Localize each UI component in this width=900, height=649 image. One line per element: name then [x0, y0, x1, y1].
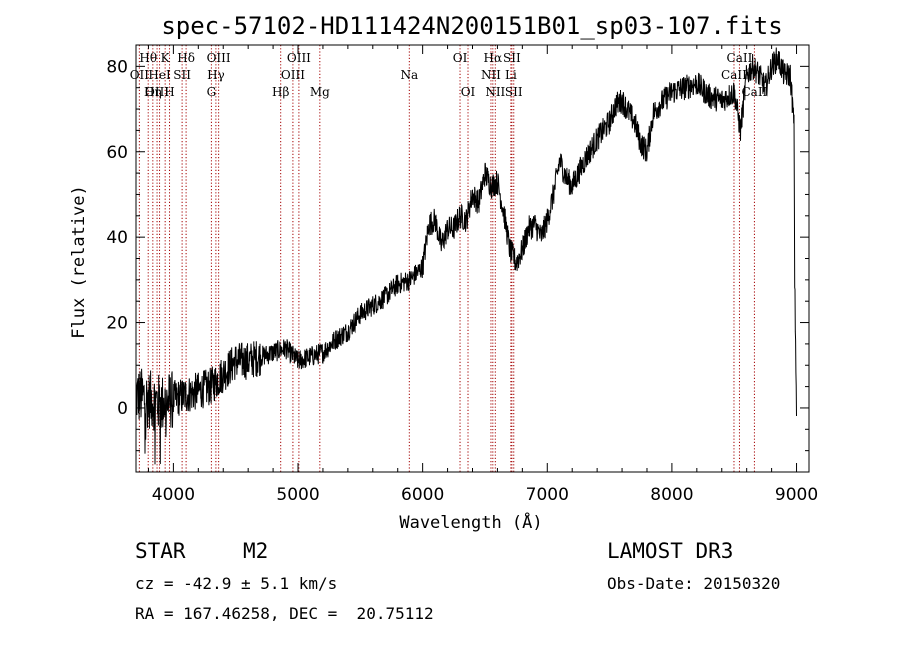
spectral-line-label: SII [173, 68, 191, 82]
spectral-line-label: OIII [207, 51, 231, 65]
spectral-line-label: Li [505, 68, 517, 82]
spectral-line-label: Hβ [272, 85, 289, 99]
spectral-line-label: SII [503, 51, 521, 65]
spectral-line-label: Hη [144, 85, 162, 99]
chart-title: spec-57102-HD111424N200151B01_sp03-107.f… [161, 12, 782, 40]
spectral-line-label: Hα [484, 51, 503, 65]
plot-frame [135, 44, 810, 473]
spectral-line-label: OIII [281, 68, 305, 82]
spectral-line-label: OI [461, 85, 476, 99]
coordinates: RA = 167.46258, DEC = 20.75112 [135, 604, 434, 623]
spectral-line-label: SII [505, 85, 523, 99]
spectral-line-markers [138, 45, 755, 472]
spectral-line-label: CaII [741, 85, 767, 99]
y-tick-label: 20 [106, 314, 128, 334]
spectral-line-label: OI [453, 51, 468, 65]
spectral-line-label: OIII [145, 85, 169, 99]
spectral-line-label: Hδ [177, 51, 195, 65]
survey-name: LAMOST DR3 [607, 539, 734, 563]
spectral-line-label: G [207, 85, 217, 99]
spectral-line-label: OIII [287, 51, 311, 65]
x-tick-label: 9000 [775, 485, 818, 505]
y-axis-label: Flux (relative) [69, 185, 89, 339]
spectral-line-label: Mg [310, 85, 330, 99]
spectral-line-label: NII [485, 85, 505, 99]
spectral-line-label: K [161, 51, 171, 65]
y-tick-label: 40 [106, 228, 128, 248]
y-tick-label: 60 [106, 143, 128, 163]
spectral-line-label: H [164, 85, 174, 99]
axis-ticks: 4000 5000 6000 7000 8000 9000 0 20 40 60 80 [106, 44, 818, 505]
spectral-line-label: Hγ [207, 68, 225, 82]
x-axis-label: Wavelength (Å) [399, 511, 542, 533]
spectral-line-label: NII [481, 68, 501, 82]
object-subclass: M2 [243, 539, 269, 563]
x-tick-label: 5000 [276, 485, 319, 505]
spectrum-series [135, 47, 797, 465]
spectral-line-label: Na [400, 68, 418, 82]
y-tick-label: 0 [117, 399, 128, 419]
x-tick-label: 7000 [526, 485, 569, 505]
spectral-line-label: OII [130, 68, 150, 82]
object-class: STAR [135, 539, 186, 563]
x-tick-label: 8000 [650, 485, 693, 505]
spectral-line-label: CaII [721, 68, 747, 82]
observation-date: Obs-Date: 20150320 [607, 574, 781, 593]
x-tick-label: 6000 [401, 485, 444, 505]
spectral-line-label: CaII [727, 51, 753, 65]
redshift-cz: cz = -42.9 ± 5.1 km/s [135, 574, 338, 593]
spectral-line-label: HeI [148, 68, 171, 82]
spectral-line-label: Hθ [139, 51, 157, 65]
x-tick-label: 4000 [152, 485, 195, 505]
y-tick-label: 80 [106, 57, 128, 77]
